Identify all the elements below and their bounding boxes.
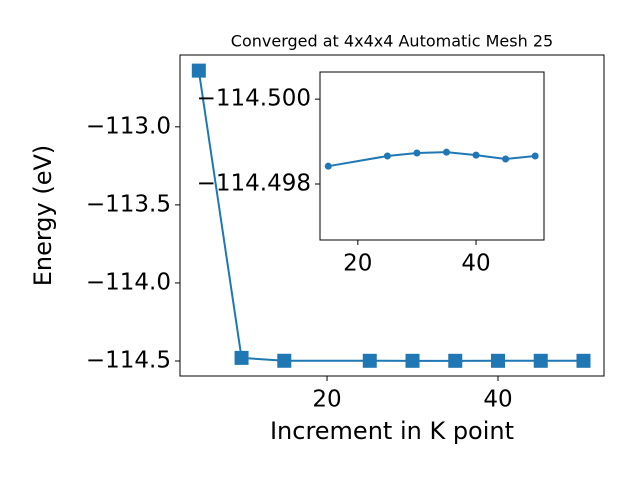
y-tick-label: −114.500: [197, 86, 311, 112]
data-marker: [405, 353, 420, 368]
data-marker: [472, 151, 480, 159]
x-tick-label: 40: [461, 251, 490, 277]
y-axis-label: Energy (eV): [29, 145, 57, 287]
data-marker: [324, 162, 332, 170]
data-marker: [362, 353, 377, 368]
plot-frame: [319, 71, 545, 241]
chart-title: Converged at 4x4x4 Automatic Mesh 25: [231, 32, 553, 51]
data-marker: [448, 353, 463, 368]
data-marker: [491, 353, 505, 368]
data-marker: [576, 353, 591, 368]
y-tick-label: −113.5: [86, 191, 171, 217]
data-marker: [531, 152, 539, 160]
data-marker: [413, 149, 421, 157]
data-marker: [442, 148, 450, 156]
data-marker: [502, 155, 510, 163]
plot-frame: [179, 54, 605, 377]
data-marker: [533, 353, 548, 368]
y-tick-label: −114.5: [86, 348, 171, 374]
y-tick-label: −114.498: [197, 171, 311, 197]
x-tick-label: 20: [312, 387, 341, 413]
data-marker: [234, 350, 249, 365]
data-marker: [191, 63, 206, 78]
x-tick-label: 40: [483, 387, 512, 413]
y-tick-label: −114.0: [86, 269, 171, 295]
y-tick-label: −113.0: [86, 113, 171, 139]
data-marker: [383, 152, 391, 160]
x-tick-label: 20: [343, 251, 372, 277]
x-axis-label: Increment in K point: [270, 417, 514, 445]
data-marker: [277, 353, 292, 368]
